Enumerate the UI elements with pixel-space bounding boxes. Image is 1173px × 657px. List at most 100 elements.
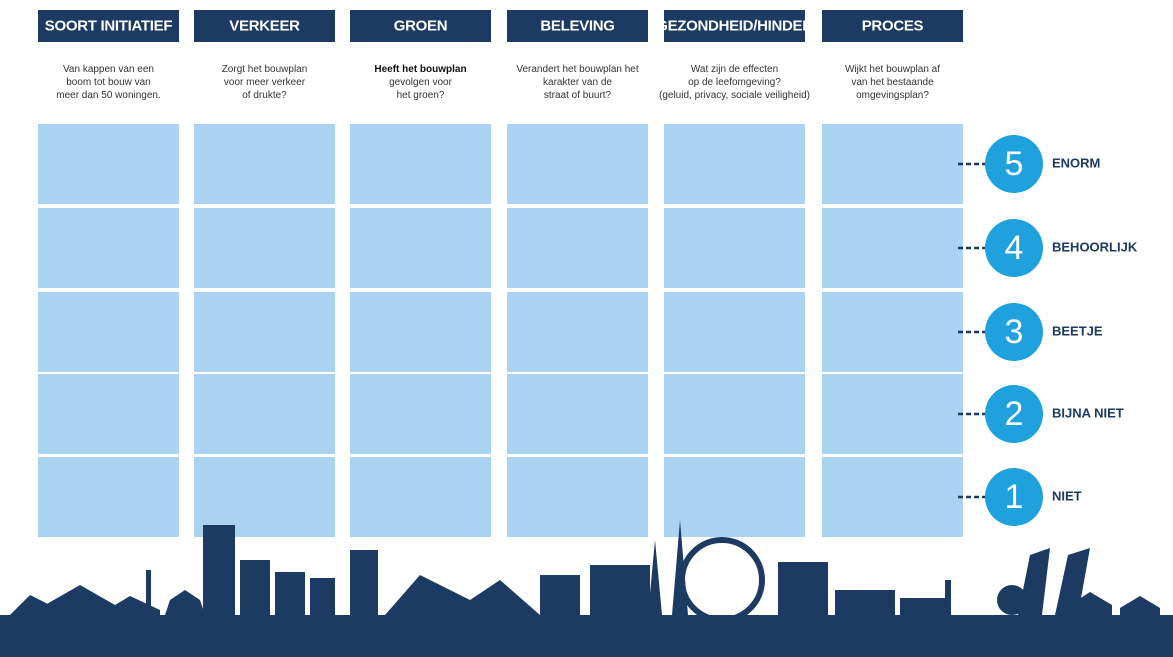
roofs [385, 575, 540, 615]
score-cell [664, 292, 805, 372]
level-circle [985, 468, 1043, 526]
column-description: straat of buurt? [544, 90, 612, 101]
level-circle [985, 385, 1043, 443]
level-label: BEHOORLIJK [1052, 239, 1138, 254]
building [350, 550, 378, 615]
minaret [146, 570, 151, 615]
column-description: Zorgt het bouwplan [222, 64, 308, 75]
column-description: het groen? [397, 90, 445, 101]
score-cell [507, 374, 648, 454]
column-description: of drukte? [242, 90, 287, 101]
column-header-box [194, 10, 335, 42]
building [275, 572, 305, 615]
score-cell [664, 457, 805, 537]
skyline [0, 520, 1173, 657]
score-cell [194, 292, 335, 372]
score-cell [350, 457, 491, 537]
house [1070, 592, 1112, 615]
building [540, 575, 580, 615]
tree [997, 585, 1027, 615]
tower [1055, 548, 1090, 615]
building [310, 578, 335, 615]
column-description: gevolgen voor [389, 77, 452, 88]
score-cell [664, 208, 805, 288]
score-cell [194, 208, 335, 288]
column-description: voor meer verkeer [224, 77, 306, 88]
score-cell [350, 208, 491, 288]
level-label: NIET [1052, 488, 1082, 503]
column-header-box [38, 10, 179, 42]
column-header-box [507, 10, 648, 42]
house [110, 596, 160, 615]
building [778, 562, 828, 615]
score-cell [194, 457, 335, 537]
column-description: Wat zijn de effecten [691, 64, 778, 75]
score-cell [38, 374, 179, 454]
score-cell [38, 124, 179, 204]
level-number: 5 [1005, 145, 1024, 183]
ferris-wheel [679, 537, 765, 623]
score-cell [194, 124, 335, 204]
score-cell [38, 208, 179, 288]
house [10, 595, 50, 615]
level-number: 1 [1005, 478, 1024, 516]
level-label: BIJNA NIET [1052, 405, 1124, 420]
score-cell [507, 124, 648, 204]
column-description: karakter van de [543, 77, 612, 88]
score-cell [822, 208, 963, 288]
score-cell [822, 292, 963, 372]
column-header-box [350, 10, 491, 42]
level-circle [985, 135, 1043, 193]
level-label: ENORM [1052, 155, 1100, 170]
column-description: (geluid, privacy, sociale veiligheid) [659, 90, 810, 101]
score-cell [38, 457, 179, 537]
column-description: Van kappen van een [63, 64, 154, 75]
level-number: 2 [1005, 395, 1024, 433]
score-cell [507, 208, 648, 288]
tower [203, 525, 235, 615]
level-number: 3 [1005, 313, 1024, 351]
column-description: omgevingsplan? [856, 90, 929, 101]
column-header-box [822, 10, 963, 42]
dome [165, 590, 205, 615]
chimney [945, 580, 951, 615]
spire [648, 540, 662, 615]
score-cell [822, 457, 963, 537]
column-description: meer dan 50 woningen. [56, 90, 161, 101]
score-cell [664, 124, 805, 204]
house [1120, 596, 1160, 615]
column-description: boom tot bouw van [66, 77, 151, 88]
score-cell [350, 124, 491, 204]
score-cell [822, 374, 963, 454]
column-description: Verandert het bouwplan het [516, 64, 639, 75]
column-description: Wijkt het bouwplan af [845, 64, 940, 75]
score-cell [350, 374, 491, 454]
score-cell [507, 457, 648, 537]
score-cell [822, 124, 963, 204]
column-description: van het bestaande [851, 77, 934, 88]
level-circle [985, 303, 1043, 361]
building [835, 590, 895, 615]
score-cell [38, 292, 179, 372]
score-cell [664, 374, 805, 454]
score-cell [194, 374, 335, 454]
score-cell [507, 292, 648, 372]
column-header: GROEN [394, 17, 448, 34]
level-circle [985, 219, 1043, 277]
house [45, 585, 115, 615]
column-header: BELEVING [540, 17, 614, 34]
column-header: SOORT INITIATIEF [45, 17, 173, 34]
column-description: Heeft het bouwplan [374, 64, 466, 75]
column-header-box [664, 10, 805, 42]
level-number: 4 [1005, 229, 1024, 267]
column-header: GEZONDHEID/HINDER [656, 17, 813, 34]
stadium [590, 565, 650, 615]
column-description: op de leefomgeving? [688, 77, 781, 88]
score-cell [350, 292, 491, 372]
column-header: PROCES [862, 17, 924, 34]
skyline-base [0, 615, 1173, 657]
building [900, 598, 950, 615]
building [240, 560, 270, 615]
